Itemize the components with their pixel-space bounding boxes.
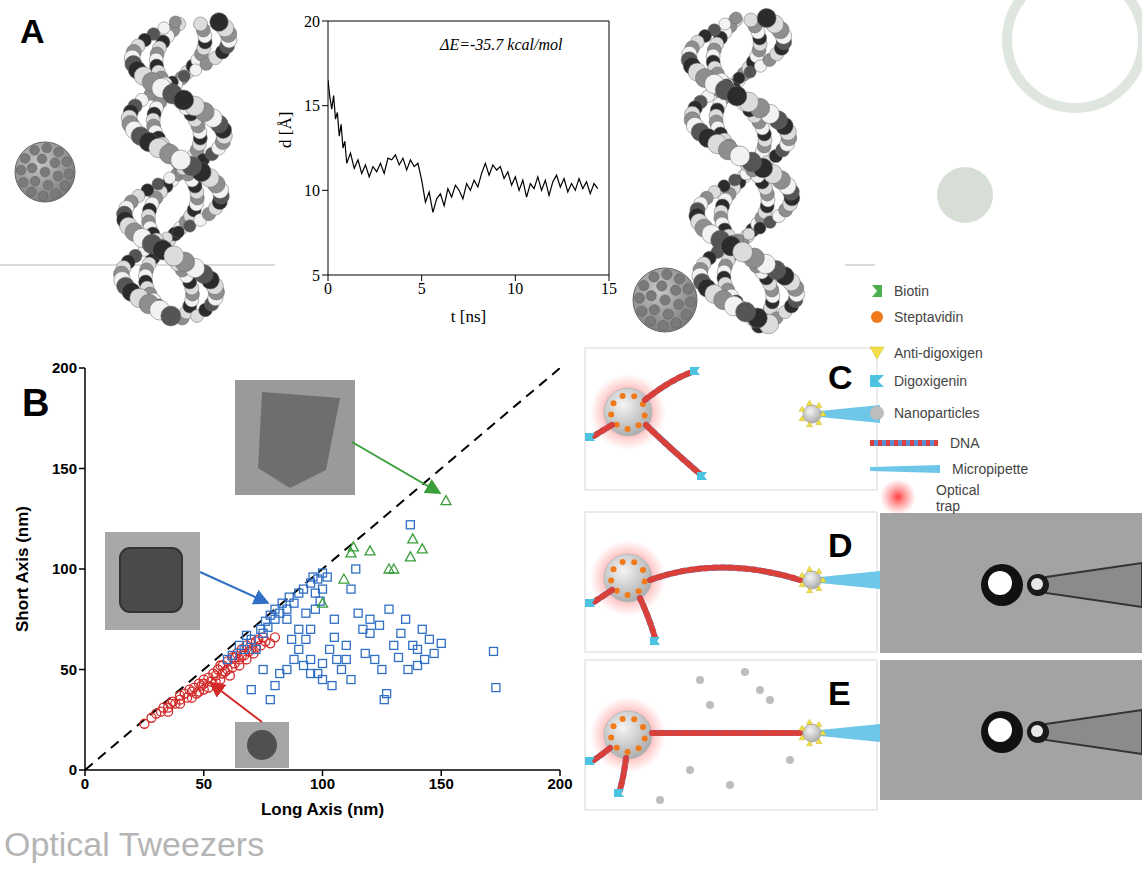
html-text:D: D <box>828 526 853 564</box>
html-text:A: A <box>20 12 45 50</box>
svg-text:200: 200 <box>52 359 77 376</box>
svg-text:15: 15 <box>601 280 617 297</box>
html-text:Biotin: Biotin <box>894 283 929 299</box>
html-text:E: E <box>828 674 851 712</box>
html-text:C: C <box>828 358 853 396</box>
html-text:ΔE=-35.7 kcal/mol: ΔE=-35.7 kcal/mol <box>440 36 563 53</box>
html-text:Optical trap: Optical trap <box>936 482 980 514</box>
html-text:Steptavidin: Steptavidin <box>894 309 964 325</box>
html-text:Digoxigenin: Digoxigenin <box>894 373 968 389</box>
svg-text:d [Å]: d [Å] <box>276 112 295 148</box>
svg-text:t [ns]: t [ns] <box>451 307 486 326</box>
svg-text:50: 50 <box>60 661 77 678</box>
svg-text:50: 50 <box>195 775 212 792</box>
svg-text:0: 0 <box>324 280 332 297</box>
svg-text:10: 10 <box>507 280 523 297</box>
svg-text:0: 0 <box>69 761 77 778</box>
svg-text:Long Axis (nm): Long Axis (nm) <box>261 800 384 819</box>
svg-text:5: 5 <box>312 267 320 284</box>
html-text:Micropipette: Micropipette <box>952 461 1029 477</box>
svg-text:5: 5 <box>418 280 426 297</box>
svg-text:Short Axis (nm): Short Axis (nm) <box>13 506 32 632</box>
svg-text:100: 100 <box>310 775 335 792</box>
svg-text:100: 100 <box>52 560 77 577</box>
svg-text:200: 200 <box>547 775 572 792</box>
svg-text:15: 15 <box>304 97 320 114</box>
svg-text:150: 150 <box>52 460 77 477</box>
html-text:Nanoparticles: Nanoparticles <box>894 405 980 421</box>
svg-text:150: 150 <box>429 775 454 792</box>
html-text:B: B <box>22 382 50 424</box>
html-text:Optical Tweezers: Optical Tweezers <box>4 825 265 863</box>
svg-text:0: 0 <box>81 775 89 792</box>
svg-text:20: 20 <box>304 13 320 30</box>
html-text:Anti-digoxigen: Anti-digoxigen <box>894 345 983 361</box>
svg-text:10: 10 <box>304 182 320 199</box>
html-text:DNA: DNA <box>950 435 980 451</box>
